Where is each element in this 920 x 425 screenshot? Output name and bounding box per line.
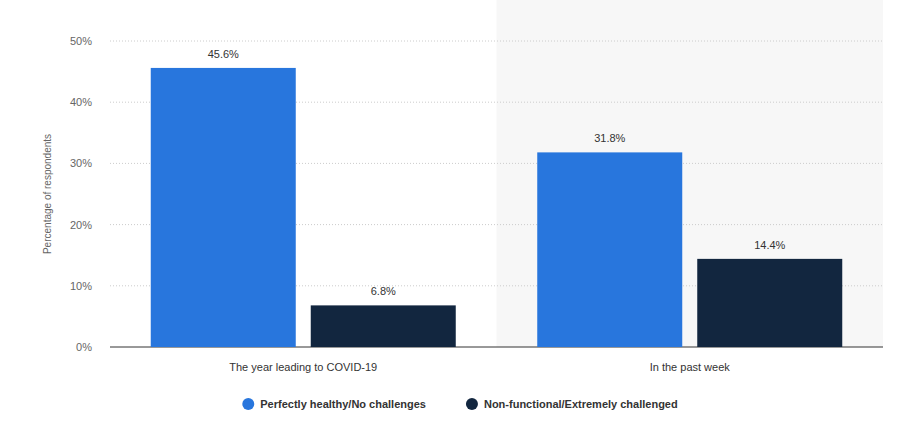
bar xyxy=(697,259,842,347)
legend-label: Non-functional/Extremely challenged xyxy=(484,398,678,410)
legend-item: Perfectly healthy/No challenges xyxy=(242,398,426,410)
data-label: 6.8% xyxy=(371,285,396,297)
x-tick-label: The year leading to COVID-19 xyxy=(229,361,377,373)
x-tick-label: In the past week xyxy=(650,361,731,373)
data-labels: 45.6% 6.8% 31.8% 14.4% xyxy=(208,48,786,297)
legend-swatch xyxy=(242,398,254,410)
legend-swatch xyxy=(466,398,478,410)
chart-svg: 0% 10% 20% 30% 40% 50% Percentage of responden… xyxy=(0,0,920,425)
data-label: 14.4% xyxy=(754,239,785,251)
chart-container: 0% 10% 20% 30% 40% 50% Percentage of responden… xyxy=(0,0,920,425)
legend: Perfectly healthy/No challenges Non-funct… xyxy=(242,398,677,410)
legend-label: Perfectly healthy/No challenges xyxy=(260,398,426,410)
y-tick-label: 50% xyxy=(70,35,92,47)
bars xyxy=(151,68,843,347)
y-tick-label: 0% xyxy=(76,341,92,353)
bar xyxy=(151,68,296,347)
highlight-band xyxy=(497,0,884,347)
data-label: 31.8% xyxy=(594,132,625,144)
y-tick-label: 40% xyxy=(70,96,92,108)
y-tick-label: 10% xyxy=(70,280,92,292)
grid-line xyxy=(110,41,883,42)
data-label: 45.6% xyxy=(208,48,239,60)
y-tick-label: 30% xyxy=(70,157,92,169)
bar xyxy=(537,152,682,347)
grid xyxy=(110,41,883,347)
y-tick-label: 20% xyxy=(70,219,92,231)
bar xyxy=(311,305,456,347)
y-axis-label: Percentage of respondents xyxy=(42,134,53,254)
legend-item: Non-functional/Extremely challenged xyxy=(466,398,678,410)
